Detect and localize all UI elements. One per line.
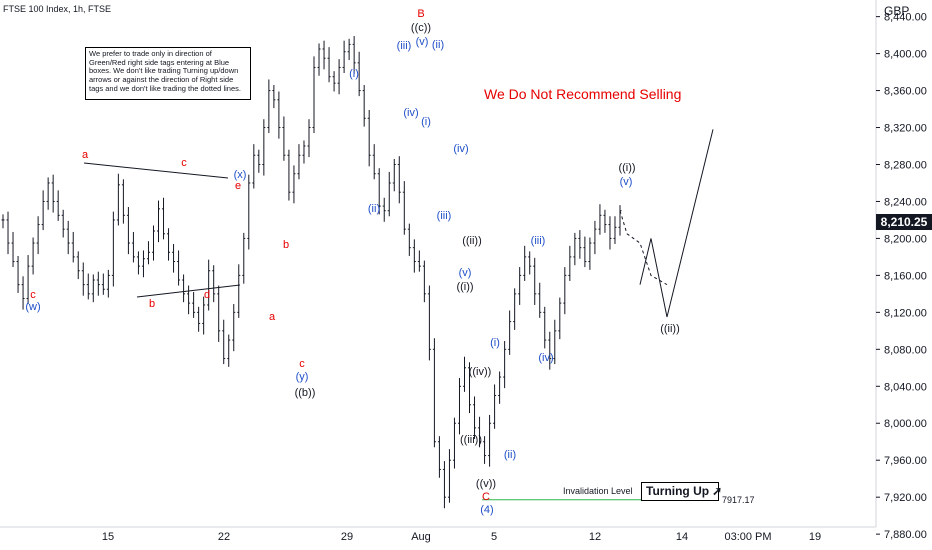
wave-label: ((ii)) (462, 235, 482, 247)
wave-label: c (181, 157, 187, 169)
wave-label: (x) (234, 169, 247, 181)
y-tick-label: 8,240.00 (884, 196, 927, 208)
wave-label: (i) (490, 337, 500, 349)
wave-label: a (82, 149, 89, 161)
wave-label: ((c)) (411, 22, 431, 34)
x-tick-label: 29 (341, 531, 353, 543)
wave-label: b (283, 239, 289, 251)
y-tick-label: 7,880.00 (884, 529, 927, 541)
projection-solid-path (639, 129, 714, 318)
y-axis: 7,880.00 7,920.00 7,960.00 8,000.00 8,040.00… (875, 0, 927, 541)
x-tick-label: 5 (491, 531, 497, 543)
projection-dashed-path (619, 210, 668, 286)
wave-label: c (299, 358, 305, 370)
wave-label: (ii) (368, 203, 380, 215)
x-tick-label: 19 (809, 531, 821, 543)
x-tick-label: Aug (411, 531, 431, 543)
invalidation-label: Invalidation Level (563, 486, 633, 496)
currency-label: GBP (884, 4, 910, 18)
plot-area: Invalidation Level 7917.17 (1, 36, 755, 509)
y-tick-label: 8,400.00 (884, 49, 927, 61)
wave-label: (v) (620, 176, 633, 188)
turning-up-label: Turning Up (646, 484, 710, 498)
wave-label: e (235, 180, 241, 192)
wave-label: (i) (421, 116, 431, 128)
y-tick-label: 8,200.00 (884, 233, 927, 245)
y-tick-label: 7,960.00 (884, 455, 927, 467)
wave-label: (v) (459, 267, 472, 279)
x-tick-label: 15 (102, 531, 114, 543)
warning-text: We Do Not Recommend Selling (484, 86, 682, 102)
y-tick-label: 8,320.00 (884, 123, 927, 135)
x-tick-label: 12 (589, 531, 601, 543)
wave-label: ((v)) (476, 478, 496, 490)
wave-label: B (417, 8, 424, 20)
wave-label: (i) (349, 68, 359, 80)
wave-label: ((i)) (618, 162, 635, 174)
x-tick-label: 22 (218, 531, 230, 543)
wave-label: (iv) (403, 107, 418, 119)
turning-up-box: Turning Up ➚ (641, 482, 723, 501)
y-tick-label: 8,000.00 (884, 418, 927, 430)
wave-label: b (149, 298, 155, 310)
wave-label: (iii) (531, 235, 546, 247)
wave-label: (w) (25, 301, 40, 313)
y-tick-label: 8,360.00 (884, 86, 927, 98)
y-tick-label: 8,440.00 (884, 12, 927, 24)
wave-label: ((ii)) (660, 323, 680, 335)
y-tick-label: 8,040.00 (884, 381, 927, 393)
wave-label: ((iii)) (460, 434, 482, 446)
y-tick-label: 8,120.00 (884, 307, 927, 319)
wave-label: (ii) (432, 39, 444, 51)
wave-label: a (269, 311, 276, 323)
wave-label: (ii) (504, 449, 516, 461)
wave-label: (y) (296, 371, 309, 383)
triangle-upper-line (83, 162, 229, 179)
y-tick-label: 8,080.00 (884, 344, 927, 356)
invalidation-value: 7917.17 (722, 495, 755, 505)
wave-label: (iv) (538, 352, 553, 364)
wave-label: (iii) (397, 40, 412, 52)
wave-label: C (482, 491, 490, 503)
chart-title: FTSE 100 Index, 1h, FTSE (3, 4, 112, 14)
wave-label: d (204, 289, 210, 301)
y-tick-label: 8,160.00 (884, 270, 927, 282)
wave-label: (4) (480, 504, 493, 516)
wave-label: c (30, 289, 36, 301)
arrow-up-right-icon: ➚ (712, 484, 723, 498)
x-tick-label: 14 (676, 531, 688, 543)
triangle-lower-line (136, 284, 241, 298)
trading-note: We prefer to trade only in direction of … (85, 47, 251, 100)
wave-label: (iii) (437, 210, 452, 222)
y-tick-label: 7,920.00 (884, 492, 927, 504)
current-price-tag: 8,210.25 (876, 214, 932, 230)
wave-label: (iv) (453, 143, 468, 155)
x-axis: 15 22 29 Aug 5 12 14 03:00 PM 19 (0, 526, 876, 543)
wave-label: ((iv)) (469, 366, 492, 378)
y-tick-label: 8,280.00 (884, 159, 927, 171)
wave-label: ((b)) (295, 387, 316, 399)
wave-label: ((i)) (456, 281, 473, 293)
x-tick-label: 03:00 PM (724, 531, 771, 543)
wave-label: (v) (416, 36, 429, 48)
